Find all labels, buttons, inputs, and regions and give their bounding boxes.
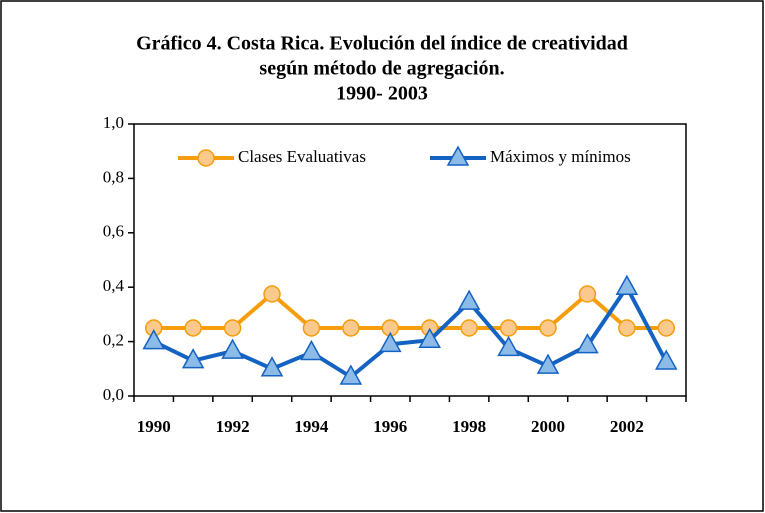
x-tick-label: 1990 <box>137 417 171 436</box>
x-tick-label: 1992 <box>216 417 250 436</box>
marker <box>181 348 205 369</box>
marker <box>142 329 165 350</box>
marker <box>618 319 636 337</box>
marker <box>221 338 244 359</box>
marker <box>657 319 676 337</box>
y-tick-label: 0,2 <box>103 331 124 350</box>
chart-title: según método de agregación. <box>259 58 504 80</box>
marker <box>615 274 639 295</box>
marker <box>342 319 360 337</box>
x-tick-label: 2000 <box>531 417 565 436</box>
marker <box>457 289 481 310</box>
x-tick-label: 1996 <box>373 417 407 436</box>
chart-title: 1990- 2003 <box>336 83 428 105</box>
marker <box>578 285 597 303</box>
marker <box>576 333 599 354</box>
x-tick-label: 2002 <box>610 417 644 436</box>
marker <box>497 335 520 357</box>
marker <box>460 319 478 337</box>
marker <box>536 353 560 374</box>
y-tick-label: 0,6 <box>103 222 124 241</box>
y-tick-label: 0,8 <box>103 167 124 186</box>
marker <box>302 319 321 337</box>
marker <box>418 327 441 348</box>
marker <box>260 356 284 377</box>
y-tick-label: 0,0 <box>103 385 124 404</box>
marker <box>223 319 242 337</box>
x-tick-label: 1994 <box>294 417 329 436</box>
marker <box>655 349 678 370</box>
marker <box>539 319 557 337</box>
marker <box>263 285 281 303</box>
y-tick-label: 1,0 <box>103 113 124 132</box>
y-tick-label: 0,4 <box>103 276 125 295</box>
marker <box>379 331 402 353</box>
marker <box>499 319 518 337</box>
chart-title: Gráfico 4. Costa Rica. Evolución del índ… <box>136 33 628 55</box>
marker <box>184 319 202 337</box>
marker <box>339 364 363 385</box>
x-tick-label: 1998 <box>452 417 486 436</box>
marker <box>197 149 215 167</box>
marker <box>300 339 323 361</box>
legend-label: Clases Evaluativas <box>238 147 366 166</box>
legend-label: Máximos y mínimos <box>490 147 631 166</box>
marker <box>446 145 470 166</box>
